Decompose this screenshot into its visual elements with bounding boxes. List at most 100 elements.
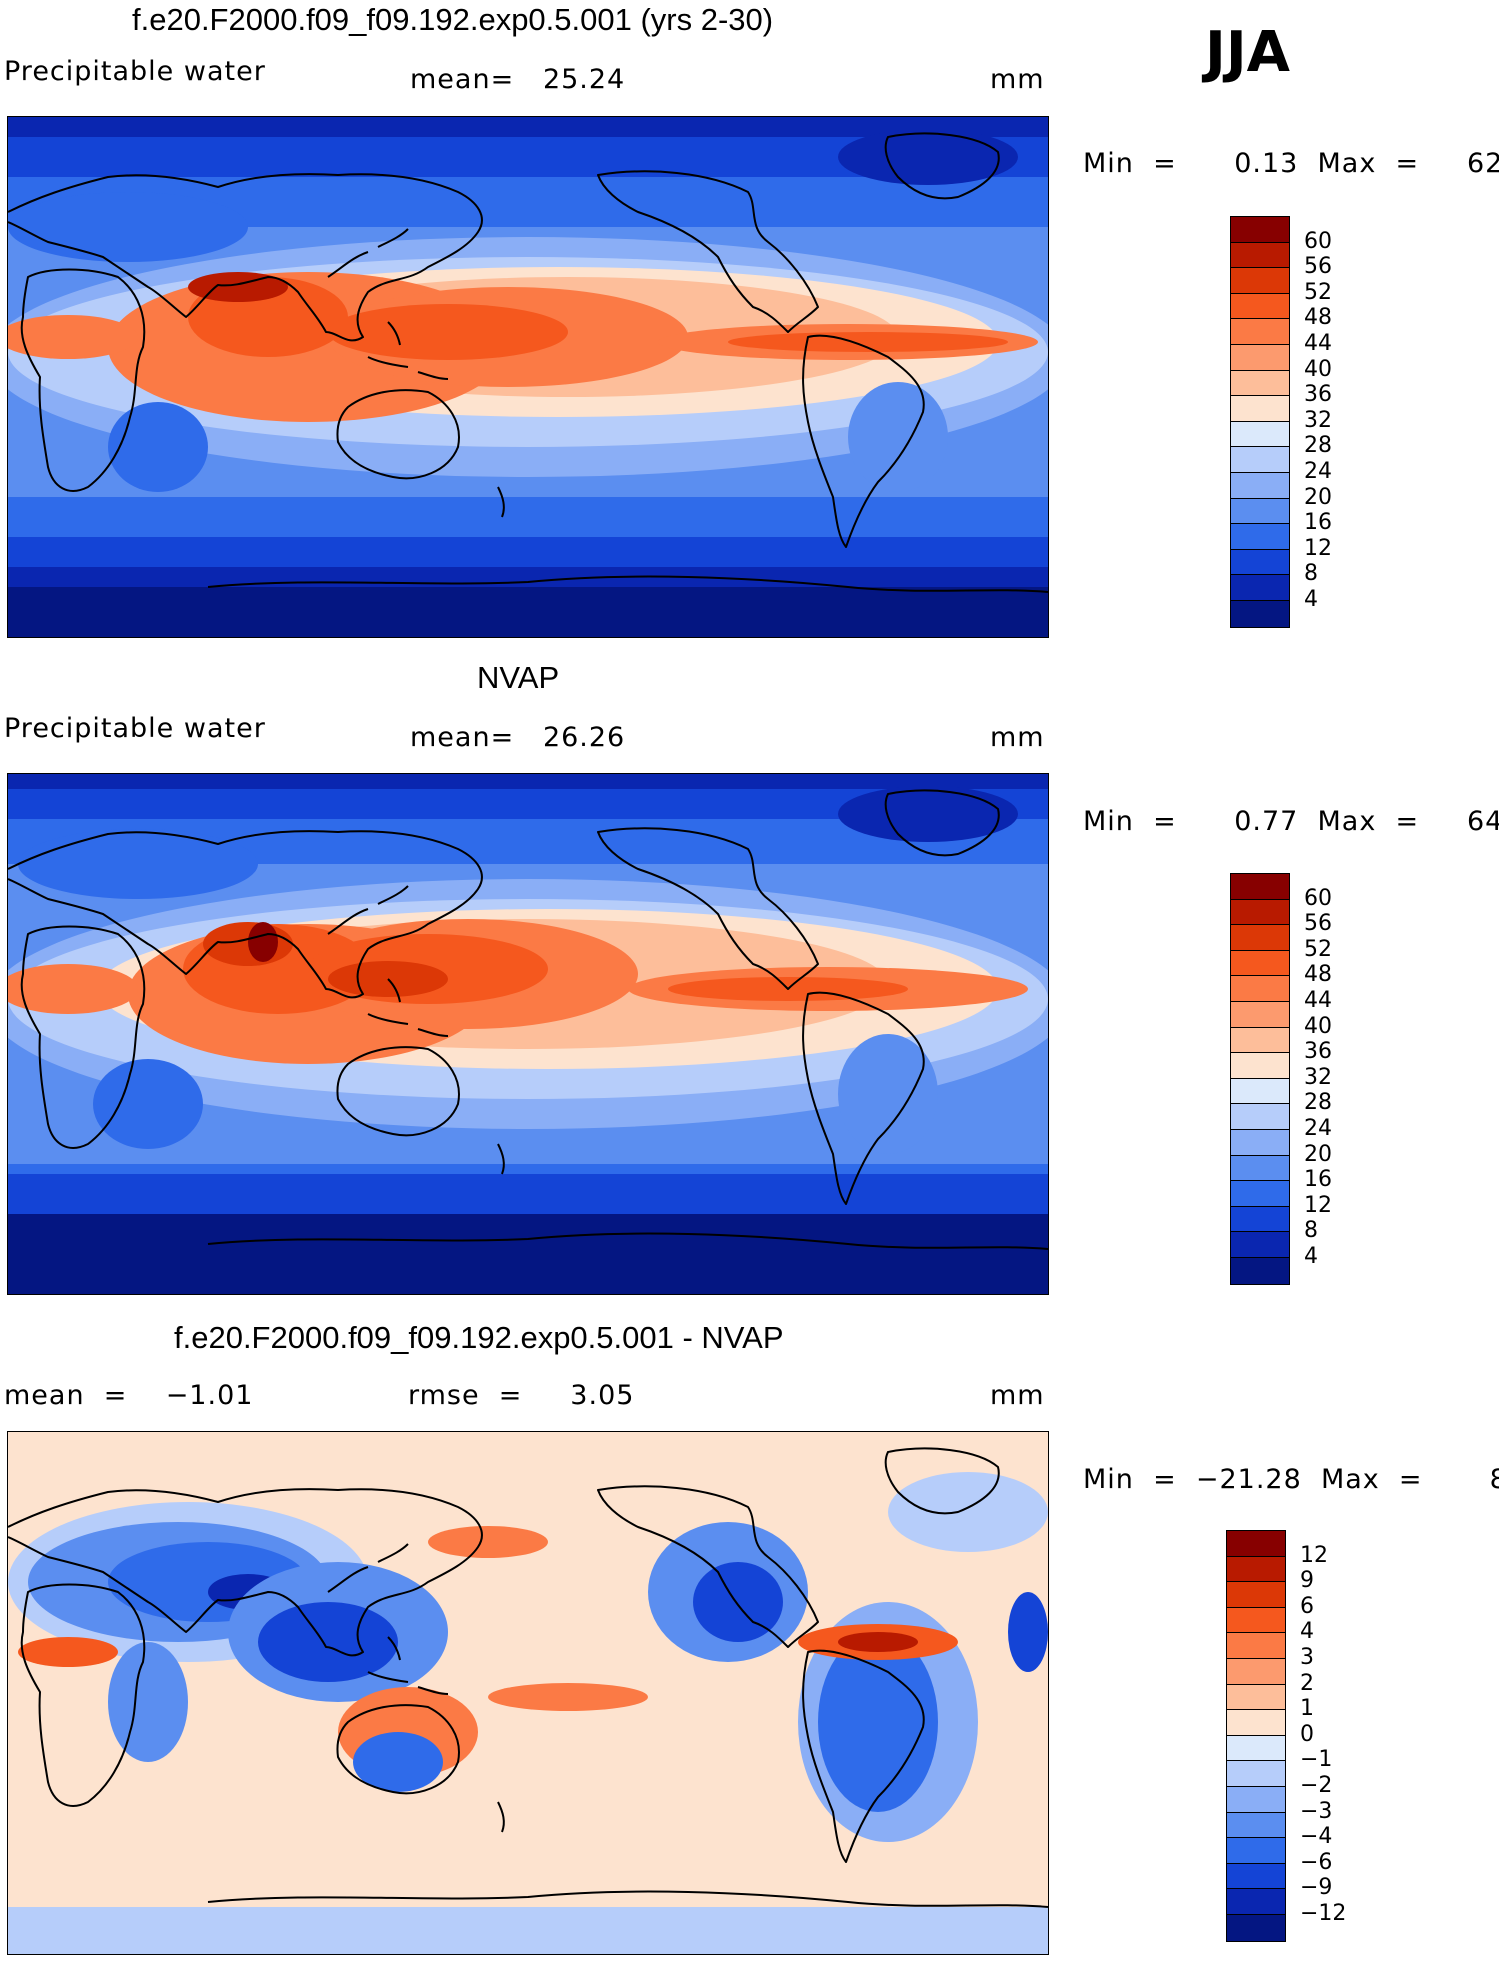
panel-1-coastlines: [8, 132, 1048, 593]
panel-3-colorbar: [1226, 1530, 1286, 1942]
panel-1-contours: [8, 117, 1048, 637]
panel-3-contours: [8, 1432, 1048, 1954]
colorbar-label: 12: [1300, 1542, 1328, 1568]
colorbar-segment: [1231, 1001, 1289, 1028]
colorbar-label: 20: [1304, 1141, 1332, 1167]
colorbar-segment: [1227, 1786, 1285, 1813]
colorbar-label: −4: [1300, 1824, 1333, 1850]
panel-1-colorbar: [1230, 216, 1290, 628]
colorbar-segment: [1231, 447, 1289, 473]
colorbar-segment: [1231, 370, 1289, 397]
colorbar-segment: [1231, 293, 1289, 320]
colorbar-label: 52: [1304, 279, 1332, 305]
panel-2-contours: [8, 774, 1048, 1294]
colorbar-label: 32: [1304, 1064, 1332, 1090]
colorbar-segment: [1231, 874, 1289, 900]
colorbar-segment: [1231, 549, 1289, 576]
colorbar-segment: [1231, 268, 1289, 294]
colorbar-segment: [1231, 242, 1289, 269]
colorbar-segment: [1227, 1531, 1285, 1557]
colorbar-segment: [1231, 1155, 1289, 1182]
colorbar-label: 1: [1300, 1696, 1314, 1722]
colorbar-label: 2: [1300, 1670, 1314, 1696]
colorbar-segment: [1227, 1889, 1285, 1915]
colorbar-label: −3: [1300, 1798, 1333, 1824]
colorbar-segment: [1231, 600, 1289, 627]
colorbar-label: −6: [1300, 1849, 1333, 1875]
panel-3-rmse: rmse = 3.05: [408, 1380, 635, 1411]
colorbar-segment: [1227, 1633, 1285, 1659]
panel-2-map-svg: [8, 774, 1048, 1294]
panel-1-map-svg: [8, 117, 1048, 637]
colorbar-segment: [1231, 1027, 1289, 1054]
colorbar-label: 48: [1304, 962, 1332, 988]
panel-1-mean: mean= 25.24: [410, 64, 626, 95]
colorbar-label: 24: [1304, 459, 1332, 484]
colorbar-segment: [1227, 1607, 1285, 1634]
colorbar-segment: [1231, 950, 1289, 977]
colorbar-segment: [1231, 1053, 1289, 1079]
panel-2-coastlines: [8, 789, 1048, 1250]
colorbar-label: 52: [1304, 936, 1332, 962]
colorbar-label: 3: [1300, 1645, 1314, 1670]
colorbar-label: 28: [1304, 433, 1332, 459]
panel-2-mean: mean= 26.26: [410, 722, 626, 753]
colorbar-segment: [1227, 1710, 1285, 1736]
colorbar-label: 12: [1304, 1192, 1332, 1218]
colorbar-segment: [1231, 524, 1289, 550]
colorbar-segment: [1231, 421, 1289, 448]
colorbar-label: −2: [1300, 1773, 1333, 1798]
colorbar-label: 60: [1304, 228, 1332, 254]
colorbar-segment: [1231, 1104, 1289, 1130]
colorbar-segment: [1227, 1863, 1285, 1890]
colorbar-label: 4: [1304, 587, 1318, 612]
colorbar-segment: [1227, 1684, 1285, 1711]
panel-3-title: f.e20.F2000.f09_f09.192.exp0.5.001 - NVA…: [174, 1320, 784, 1355]
colorbar-segment: [1231, 1232, 1289, 1258]
colorbar-label: 36: [1304, 382, 1332, 408]
panel-1-title: f.e20.F2000.f09_f09.192.exp0.5.001 (yrs …: [132, 2, 774, 37]
panel-2-map: [7, 773, 1049, 1295]
colorbar-label: 12: [1304, 535, 1332, 561]
colorbar-segment: [1231, 344, 1289, 371]
colorbar-segment: [1231, 575, 1289, 601]
colorbar-label: 56: [1304, 911, 1332, 937]
colorbar-segment: [1227, 1735, 1285, 1762]
colorbar-segment: [1227, 1812, 1285, 1839]
panel-3-units: mm: [990, 1380, 1045, 1411]
colorbar-segment: [1231, 1181, 1289, 1207]
colorbar-label: 8: [1304, 1218, 1318, 1244]
colorbar-label: 44: [1304, 331, 1332, 356]
colorbar-label: 36: [1304, 1039, 1332, 1065]
colorbar-label: −1: [1300, 1747, 1333, 1773]
colorbar-label: 24: [1304, 1116, 1332, 1141]
colorbar-segment: [1227, 1838, 1285, 1864]
colorbar-segment: [1231, 1206, 1289, 1233]
colorbar-label: 40: [1304, 356, 1332, 382]
panel-2-units: mm: [990, 722, 1045, 753]
colorbar-label: 56: [1304, 254, 1332, 280]
colorbar-segment: [1231, 1078, 1289, 1105]
panel-2-colorbar: [1230, 873, 1290, 1285]
colorbar-segment: [1231, 1257, 1289, 1284]
colorbar-segment: [1231, 319, 1289, 345]
season-label: JJA: [1205, 20, 1291, 85]
colorbar-segment: [1231, 472, 1289, 499]
colorbar-segment: [1227, 1556, 1285, 1583]
panel-1-units: mm: [990, 64, 1045, 95]
colorbar-label: −12: [1300, 1901, 1347, 1926]
panel-2-field: Precipitable water: [4, 713, 266, 744]
panel-3-map: [7, 1431, 1049, 1955]
colorbar-label: 44: [1304, 988, 1332, 1013]
panel-3-coastlines: [8, 1447, 1048, 1908]
colorbar-label: 0: [1300, 1721, 1314, 1747]
colorbar-label: 9: [1300, 1568, 1314, 1594]
colorbar-segment: [1227, 1914, 1285, 1941]
colorbar-segment: [1227, 1582, 1285, 1608]
colorbar-label: 16: [1304, 1167, 1332, 1193]
colorbar-segment: [1231, 217, 1289, 243]
colorbar-label: 16: [1304, 510, 1332, 536]
colorbar-label: 4: [1300, 1619, 1314, 1645]
panel-3-minmax: Min = −21.28 Max = 8.29: [1083, 1464, 1499, 1495]
colorbar-label: 20: [1304, 484, 1332, 510]
